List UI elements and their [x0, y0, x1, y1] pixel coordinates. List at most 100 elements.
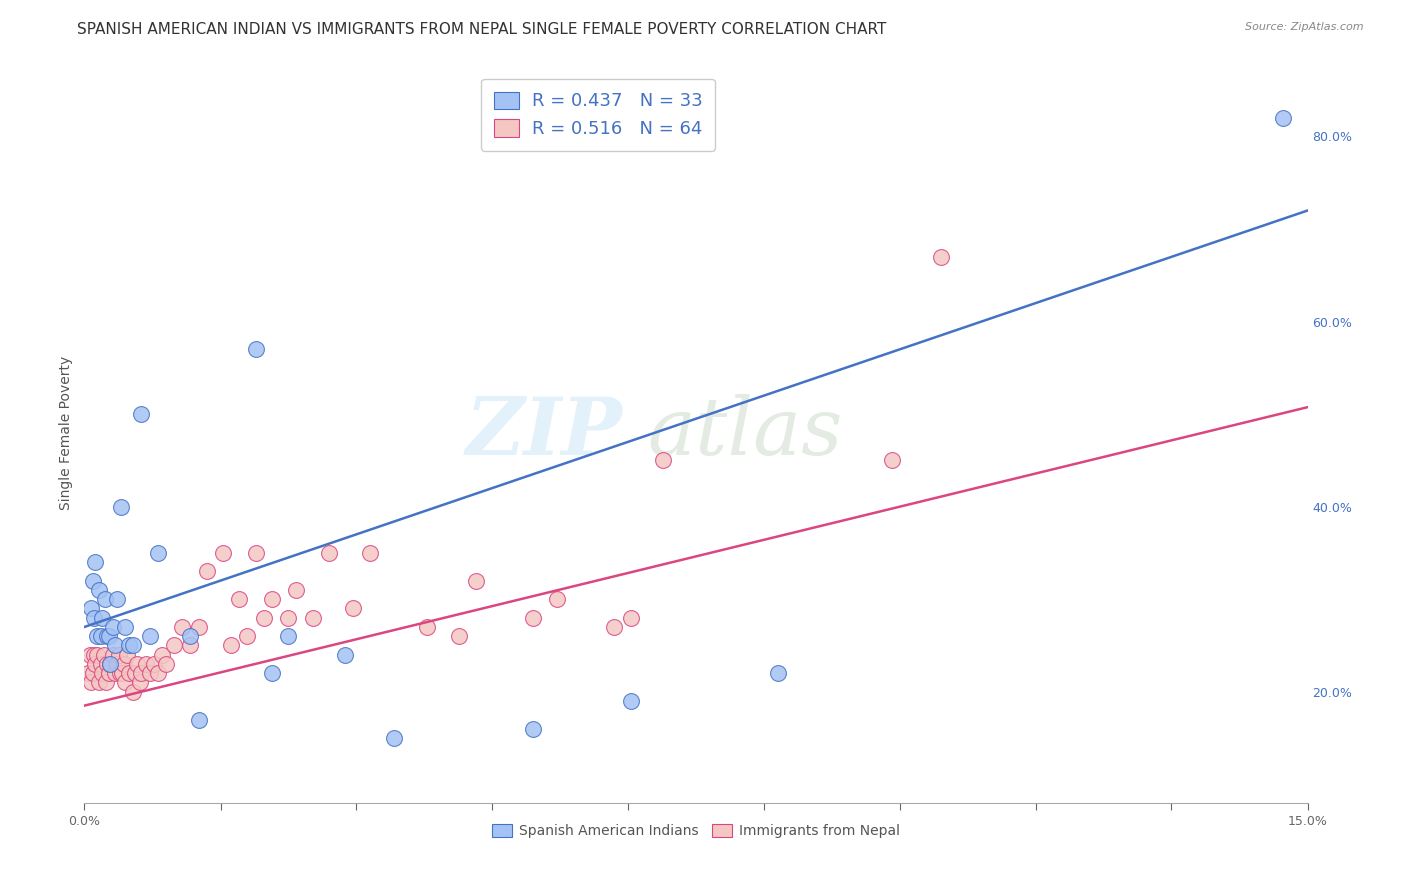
Point	[104, 666, 127, 681]
Point	[104, 639, 127, 653]
Point	[146, 546, 169, 560]
Point	[122, 639, 145, 653]
Point	[93, 592, 115, 607]
Point	[86, 629, 108, 643]
Y-axis label: Single Female Poverty: Single Female Poverty	[59, 356, 73, 509]
Point	[880, 453, 903, 467]
Point	[245, 343, 267, 357]
Point	[212, 546, 235, 560]
Point	[82, 666, 104, 681]
Point	[115, 648, 138, 662]
Point	[107, 648, 129, 662]
Point	[96, 629, 118, 643]
Point	[150, 648, 173, 662]
Point	[416, 620, 439, 634]
Point	[620, 694, 643, 708]
Point	[82, 574, 104, 588]
Point	[260, 666, 283, 681]
Point	[219, 639, 242, 653]
Point	[105, 657, 128, 671]
Point	[620, 610, 643, 624]
Point	[110, 500, 132, 514]
Point	[101, 620, 124, 634]
Point	[100, 657, 122, 671]
Point	[603, 620, 626, 634]
Point	[90, 629, 112, 643]
Point	[79, 648, 101, 662]
Point	[114, 675, 136, 690]
Point	[179, 639, 201, 653]
Point	[245, 546, 267, 560]
Point	[101, 648, 124, 662]
Point	[260, 592, 283, 607]
Point	[86, 648, 108, 662]
Point	[652, 453, 675, 467]
Point	[91, 610, 114, 624]
Point	[80, 601, 103, 615]
Point	[97, 629, 120, 643]
Point	[546, 592, 568, 607]
Point	[118, 666, 141, 681]
Point	[84, 657, 107, 671]
Point	[131, 407, 153, 421]
Point	[187, 713, 209, 727]
Point	[449, 629, 471, 643]
Point	[522, 610, 544, 624]
Point	[277, 610, 299, 624]
Point	[87, 582, 110, 597]
Point	[127, 657, 149, 671]
Point	[142, 657, 165, 671]
Legend: Spanish American Indians, Immigrants from Nepal: Spanish American Indians, Immigrants fro…	[486, 819, 905, 844]
Point	[105, 592, 128, 607]
Point	[359, 546, 381, 560]
Point	[124, 666, 146, 681]
Point	[118, 639, 141, 653]
Point	[228, 592, 250, 607]
Point	[155, 657, 177, 671]
Point	[277, 629, 299, 643]
Point	[342, 601, 364, 615]
Point	[138, 666, 160, 681]
Point	[83, 610, 105, 624]
Point	[84, 555, 107, 569]
Point	[90, 657, 112, 671]
Point	[464, 574, 486, 588]
Point	[110, 666, 132, 681]
Point	[146, 666, 169, 681]
Point	[522, 722, 544, 736]
Point	[1272, 111, 1295, 125]
Point	[91, 666, 114, 681]
Text: atlas: atlas	[647, 394, 842, 471]
Point	[335, 648, 357, 662]
Point	[122, 685, 145, 699]
Point	[766, 666, 789, 681]
Point	[112, 657, 135, 671]
Point	[163, 639, 186, 653]
Point	[195, 565, 218, 579]
Point	[301, 610, 323, 624]
Point	[285, 582, 308, 597]
Text: SPANISH AMERICAN INDIAN VS IMMIGRANTS FROM NEPAL SINGLE FEMALE POVERTY CORRELATI: SPANISH AMERICAN INDIAN VS IMMIGRANTS FR…	[77, 22, 887, 37]
Point	[135, 657, 157, 671]
Point	[87, 675, 110, 690]
Point	[929, 250, 952, 264]
Point	[187, 620, 209, 634]
Point	[138, 629, 160, 643]
Point	[236, 629, 259, 643]
Point	[114, 620, 136, 634]
Point	[253, 610, 276, 624]
Point	[318, 546, 340, 560]
Point	[179, 629, 201, 643]
Point	[131, 666, 153, 681]
Point	[96, 657, 118, 671]
Point	[97, 666, 120, 681]
Point	[77, 666, 100, 681]
Text: ZIP: ZIP	[465, 394, 623, 471]
Point	[100, 657, 122, 671]
Point	[128, 675, 150, 690]
Point	[382, 731, 405, 745]
Point	[83, 648, 105, 662]
Point	[172, 620, 194, 634]
Point	[94, 675, 117, 690]
Point	[93, 648, 115, 662]
